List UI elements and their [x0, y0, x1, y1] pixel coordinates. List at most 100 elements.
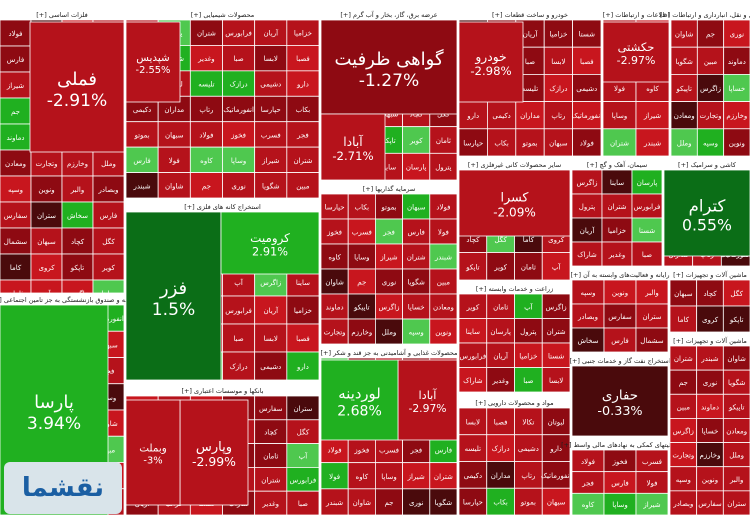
featured-tile [320, 359, 399, 441]
sector-20-tile-label: شگویا [728, 378, 746, 387]
sector-18-tile-label: تکالا [522, 418, 534, 426]
sector-14-tile [514, 367, 543, 393]
sector-18-tile-label: تلیسه [465, 445, 481, 453]
sector-14-tile-label: آریان [493, 351, 509, 360]
sector-10-tile [222, 351, 256, 381]
sector-13-tile-label: تاپکو [729, 316, 744, 324]
sector-10-tile-label: فرابورس [225, 307, 252, 315]
featured-tile [458, 169, 571, 237]
sector-17-tile-label: آپ [299, 452, 309, 461]
sector-17-tile-label: کچاد [264, 429, 278, 437]
sector-0-tile-label: وسپه [8, 186, 23, 194]
sector-6-tile-label: کویر [493, 263, 507, 271]
sector-4-tile-label: فولا [614, 85, 625, 93]
sector-1-tile [125, 146, 159, 173]
featured-symbol: گواهی ظرفیت [334, 48, 443, 70]
sector-1-tile-label: وغدیر [197, 55, 215, 63]
sector-1-tile-label: لابسا [264, 55, 278, 63]
sector-18-tile-label: حپارسا [463, 499, 483, 507]
sector-14-tile-label: شاراک [463, 377, 483, 385]
sector-13-tile-label: کروی [702, 316, 719, 324]
sector-3-tile-label: انفورماتیک [571, 112, 602, 120]
sector-5-tile-label: وسپه [703, 139, 718, 147]
sector-0-tile [61, 175, 94, 203]
site-logo: نقشما [4, 462, 122, 514]
sector-12-tile-label: ونوین [612, 289, 628, 297]
sector-9-tile-label: شتران [407, 254, 426, 262]
sector-20-tile [696, 490, 724, 516]
sector-13-tile [722, 279, 750, 307]
sector-20-tile-label: زاگرس [673, 427, 694, 436]
sector-1-tile [157, 172, 191, 199]
featured-symbol: پارسا [34, 392, 74, 413]
sector-0-tile-label: وخارزم [67, 160, 88, 168]
sector-9-tile-label: زاگرس [378, 303, 399, 312]
sector-9-tile [320, 268, 349, 295]
sector-title: [+] سرمایه گذاریها [363, 185, 416, 193]
sector-9-tile [402, 293, 431, 320]
sector-3-tile-label: فولاد [580, 139, 594, 147]
sector-5-tile-label: وخارزم [726, 112, 747, 120]
sector-9-tile-label: نوری [382, 279, 396, 287]
sector-14-tile [514, 318, 543, 344]
sector-1-tile-label: فرابورس [225, 30, 252, 38]
featured-symbol: شپدیس [136, 52, 169, 64]
featured-tile [320, 19, 458, 115]
sector-6-tile-label: کگل [494, 235, 507, 244]
sector-0-tile-label: کروی [38, 264, 55, 272]
featured-tile [125, 399, 181, 506]
featured-tile [663, 169, 750, 257]
sector-14-tile-label: لابسا [549, 377, 563, 385]
sector-19-tile-label: فخوز [612, 458, 628, 466]
sector-7-tile-label: آریان [580, 226, 596, 235]
sector-9-tile-label: وخارزم [351, 329, 372, 337]
sector-1-tile [254, 70, 288, 97]
sector-20-tile-label: ومعادن [726, 428, 747, 436]
sector-14-tile-label: وغدیر [491, 377, 509, 385]
sector-10-tile-label: دارو [296, 363, 309, 371]
sector-9-tile [347, 268, 376, 295]
sector-10-tile-label: خزامیا [294, 307, 312, 315]
sector-9-tile [402, 243, 431, 270]
sector-17-tile-label: شتران [261, 476, 280, 484]
sector-7-tile [571, 217, 603, 243]
sector-0-tile-label: وتجارت [36, 160, 58, 168]
sector-18-tile-label: درازک [492, 445, 510, 453]
sector-0-tile-label: سبهان [37, 238, 56, 246]
sector-0-tile-label: سفارس [4, 212, 28, 220]
sector-17-tile-label: صبا [298, 500, 308, 508]
sector-10-tile-label: آریان [263, 306, 279, 315]
sector-title: [+] کاشی و سرامیک [678, 161, 737, 169]
sector-10-tile [222, 323, 256, 353]
sector-14-tile-label: خزامیا [519, 352, 537, 360]
featured-change: -3% [143, 455, 162, 466]
sector-9-tile-label: جم [357, 279, 366, 287]
sector-20-tile [696, 345, 724, 371]
sector-17-tile-label: کگل [297, 428, 310, 437]
sector-13-tile [669, 305, 698, 333]
sector-20-tile [669, 442, 698, 468]
sector-0-tile-label: فارس [7, 56, 24, 64]
sector-5-tile-label: خساپا [728, 85, 745, 93]
sector-20-tile-label: وتجارت [672, 452, 694, 460]
featured-tile [571, 365, 669, 437]
sector-20-tile-label: مبین [677, 403, 691, 411]
sector-1-tile-label: آریان [263, 29, 279, 38]
featured-change: -1.27% [359, 71, 419, 91]
sector-15-tile-label: فارس [435, 447, 452, 455]
sector-15-tile [320, 488, 349, 516]
sector-7-tile-label: وغدیر [608, 251, 626, 259]
sector-0-tile-label: فارس [100, 212, 117, 220]
sector-12-tile-label: والبر [644, 289, 658, 297]
sector-15-tile-label: جم [385, 499, 394, 507]
sector-20-tile [722, 369, 750, 395]
sector-9-tile-label: حپارسا [325, 204, 345, 212]
sector-9-tile-label: فولا [438, 229, 449, 237]
sector-20-tile-label: ستران [727, 500, 746, 508]
sector-0-tile-label: کویر [101, 264, 115, 272]
sector-3-tile [458, 128, 488, 157]
sector-0-tile-label: شیراز [6, 82, 24, 90]
sector-15-tile-label: فولا [329, 473, 340, 481]
featured-tile [458, 21, 524, 103]
sector-title: [+] بانکها و موسسات اعتباری [181, 387, 263, 395]
